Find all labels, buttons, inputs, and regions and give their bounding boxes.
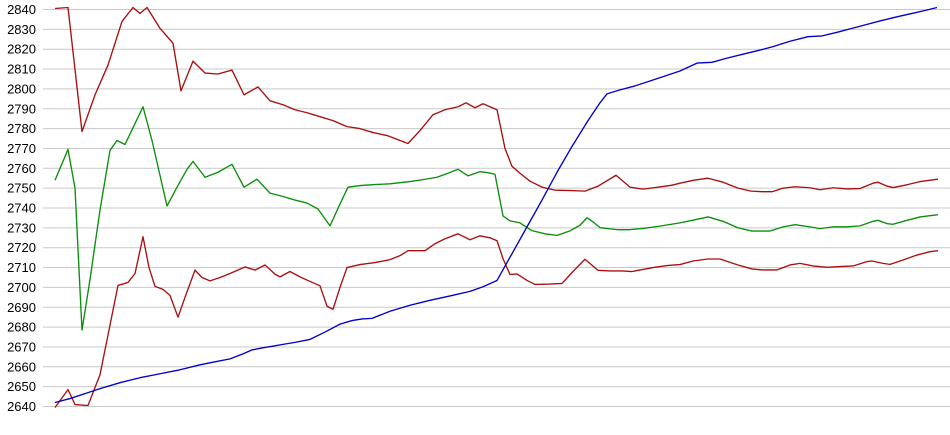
y-axis-tick-label: 2840 xyxy=(7,2,36,17)
y-axis-tick-label: 2640 xyxy=(7,399,36,414)
y-axis-tick-label: 2650 xyxy=(7,379,36,394)
y-axis-tick-label: 2730 xyxy=(7,220,36,235)
y-axis-tick-label: 2800 xyxy=(7,81,36,96)
y-axis-tick-label: 2790 xyxy=(7,101,36,116)
y-axis-tick-label: 2820 xyxy=(7,42,36,57)
y-axis-tick-label: 2700 xyxy=(7,280,36,295)
series-lower-red-line xyxy=(54,233,939,408)
series-upper-red-line xyxy=(54,6,939,193)
y-axis-tick-label: 2720 xyxy=(7,240,36,255)
y-axis-tick-label: 2810 xyxy=(7,62,36,77)
y-axis-tick-label: 2760 xyxy=(7,161,36,176)
series-layer xyxy=(54,6,939,408)
y-axis-tick-label: 2770 xyxy=(7,141,36,156)
y-axis-tick-label: 2780 xyxy=(7,121,36,136)
y-axis-tick-label: 2740 xyxy=(7,201,36,216)
y-axis-tick-label: 2670 xyxy=(7,339,36,354)
y-axis-tick-label: 2690 xyxy=(7,300,36,315)
y-axis-tick-label: 2680 xyxy=(7,320,36,335)
y-axis-tick-label: 2660 xyxy=(7,359,36,374)
gridlines-layer xyxy=(43,9,950,407)
series-blue-rising-line xyxy=(54,6,938,404)
y-axis-tick-label: 2830 xyxy=(7,22,36,37)
y-axis-tick-label: 2750 xyxy=(7,181,36,196)
y-axis-tick-label: 2710 xyxy=(7,260,36,275)
y-axis-labels-layer: 2840 2830 2820 2810 2800 2790 2780 2770 2760 2750… xyxy=(7,2,36,414)
series-green-mid-line xyxy=(54,106,939,331)
